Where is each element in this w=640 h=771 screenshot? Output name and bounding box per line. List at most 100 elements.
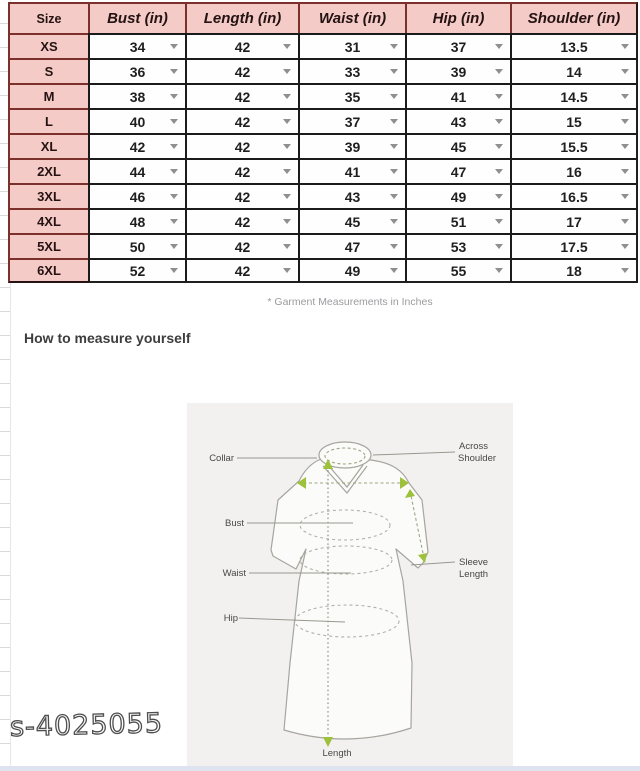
dropdown-arrow-icon[interactable]	[283, 69, 291, 74]
dropdown-arrow-icon[interactable]	[621, 219, 629, 224]
value-cell[interactable]: 42	[185, 58, 298, 83]
dropdown-arrow-icon[interactable]	[283, 169, 291, 174]
value-cell[interactable]: 42	[185, 158, 298, 183]
value-cell[interactable]: 45	[298, 208, 405, 233]
dropdown-arrow-icon[interactable]	[170, 144, 178, 149]
value-cell[interactable]: 35	[298, 83, 405, 108]
dropdown-arrow-icon[interactable]	[621, 268, 629, 273]
dropdown-arrow-icon[interactable]	[170, 169, 178, 174]
dropdown-arrow-icon[interactable]	[283, 244, 291, 249]
value-cell[interactable]: 41	[298, 158, 405, 183]
dropdown-arrow-icon[interactable]	[390, 44, 398, 49]
value-cell[interactable]: 14	[510, 58, 638, 83]
dropdown-arrow-icon[interactable]	[283, 119, 291, 124]
dropdown-arrow-icon[interactable]	[390, 69, 398, 74]
value-cell[interactable]: 42	[185, 258, 298, 283]
dropdown-arrow-icon[interactable]	[283, 194, 291, 199]
value-cell[interactable]: 46	[88, 183, 185, 208]
dropdown-arrow-icon[interactable]	[621, 244, 629, 249]
value-cell[interactable]: 47	[298, 233, 405, 258]
value-cell[interactable]: 38	[88, 83, 185, 108]
dropdown-arrow-icon[interactable]	[283, 144, 291, 149]
dropdown-arrow-icon[interactable]	[390, 94, 398, 99]
value-cell[interactable]: 40	[88, 108, 185, 133]
dropdown-arrow-icon[interactable]	[495, 69, 503, 74]
value-cell[interactable]: 16.5	[510, 183, 638, 208]
value-cell[interactable]: 17.5	[510, 233, 638, 258]
dropdown-arrow-icon[interactable]	[495, 119, 503, 124]
value-cell[interactable]: 42	[88, 133, 185, 158]
dropdown-arrow-icon[interactable]	[170, 268, 178, 273]
dropdown-arrow-icon[interactable]	[390, 119, 398, 124]
dropdown-arrow-icon[interactable]	[390, 244, 398, 249]
value-cell[interactable]: 49	[298, 258, 405, 283]
dropdown-arrow-icon[interactable]	[390, 169, 398, 174]
dropdown-arrow-icon[interactable]	[283, 94, 291, 99]
value-cell[interactable]: 14.5	[510, 83, 638, 108]
dropdown-arrow-icon[interactable]	[495, 44, 503, 49]
dropdown-arrow-icon[interactable]	[495, 144, 503, 149]
dropdown-arrow-icon[interactable]	[283, 44, 291, 49]
value-cell[interactable]: 42	[185, 183, 298, 208]
value-cell[interactable]: 13.5	[510, 33, 638, 58]
value-cell[interactable]: 18	[510, 258, 638, 283]
dropdown-arrow-icon[interactable]	[390, 219, 398, 224]
dropdown-arrow-icon[interactable]	[495, 194, 503, 199]
dropdown-arrow-icon[interactable]	[621, 194, 629, 199]
dropdown-arrow-icon[interactable]	[495, 244, 503, 249]
dropdown-arrow-icon[interactable]	[390, 144, 398, 149]
dropdown-arrow-icon[interactable]	[621, 69, 629, 74]
value-cell[interactable]: 53	[405, 233, 510, 258]
dropdown-arrow-icon[interactable]	[621, 169, 629, 174]
value-cell[interactable]: 51	[405, 208, 510, 233]
value-cell[interactable]: 43	[405, 108, 510, 133]
dropdown-arrow-icon[interactable]	[621, 44, 629, 49]
value-cell[interactable]: 47	[405, 158, 510, 183]
value-cell[interactable]: 42	[185, 133, 298, 158]
dropdown-arrow-icon[interactable]	[283, 268, 291, 273]
value-cell[interactable]: 43	[298, 183, 405, 208]
value-cell[interactable]: 45	[405, 133, 510, 158]
dropdown-arrow-icon[interactable]	[390, 268, 398, 273]
dropdown-arrow-icon[interactable]	[621, 119, 629, 124]
value-cell[interactable]: 33	[298, 58, 405, 83]
value-cell[interactable]: 42	[185, 208, 298, 233]
dropdown-arrow-icon[interactable]	[170, 119, 178, 124]
value-cell[interactable]: 42	[185, 83, 298, 108]
value-cell[interactable]: 50	[88, 233, 185, 258]
dropdown-arrow-icon[interactable]	[170, 219, 178, 224]
value-cell[interactable]: 37	[405, 33, 510, 58]
dropdown-arrow-icon[interactable]	[495, 219, 503, 224]
dropdown-arrow-icon[interactable]	[495, 94, 503, 99]
value-cell[interactable]: 16	[510, 158, 638, 183]
dropdown-arrow-icon[interactable]	[170, 194, 178, 199]
dropdown-arrow-icon[interactable]	[621, 144, 629, 149]
dropdown-arrow-icon[interactable]	[170, 69, 178, 74]
value-cell[interactable]: 42	[185, 233, 298, 258]
value-cell[interactable]: 17	[510, 208, 638, 233]
dropdown-arrow-icon[interactable]	[170, 44, 178, 49]
dropdown-arrow-icon[interactable]	[495, 268, 503, 273]
value-cell[interactable]: 52	[88, 258, 185, 283]
value-cell[interactable]: 44	[88, 158, 185, 183]
value-cell[interactable]: 55	[405, 258, 510, 283]
value-cell[interactable]: 37	[298, 108, 405, 133]
dropdown-arrow-icon[interactable]	[170, 244, 178, 249]
dropdown-arrow-icon[interactable]	[495, 169, 503, 174]
value-cell[interactable]: 15.5	[510, 133, 638, 158]
value-cell[interactable]: 48	[88, 208, 185, 233]
value-cell[interactable]: 36	[88, 58, 185, 83]
value-cell[interactable]: 15	[510, 108, 638, 133]
value-cell[interactable]: 41	[405, 83, 510, 108]
dropdown-arrow-icon[interactable]	[283, 219, 291, 224]
value-cell[interactable]: 49	[405, 183, 510, 208]
value-cell[interactable]: 31	[298, 33, 405, 58]
dropdown-arrow-icon[interactable]	[621, 94, 629, 99]
value-cell[interactable]: 34	[88, 33, 185, 58]
value-cell[interactable]: 39	[405, 58, 510, 83]
value-cell[interactable]: 42	[185, 33, 298, 58]
value-cell[interactable]: 39	[298, 133, 405, 158]
dropdown-arrow-icon[interactable]	[390, 194, 398, 199]
dropdown-arrow-icon[interactable]	[170, 94, 178, 99]
value-cell[interactable]: 42	[185, 108, 298, 133]
